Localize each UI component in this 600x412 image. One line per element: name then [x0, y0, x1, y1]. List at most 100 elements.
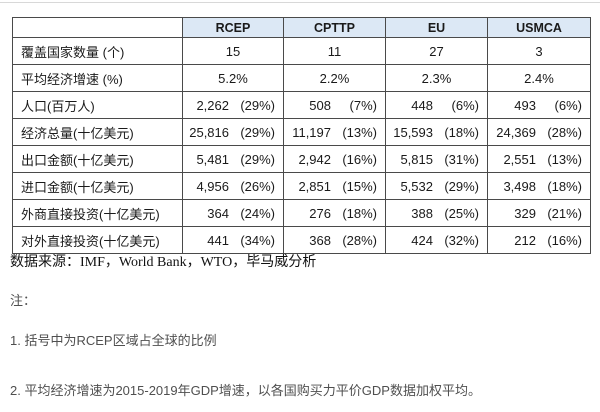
cell-value: 2,262	[196, 97, 229, 113]
cell-value: 4,956	[196, 178, 229, 194]
cell-value: 11	[327, 43, 342, 59]
cell-value: 2.2%	[319, 70, 350, 86]
table-cell: 11,197 (13%)	[283, 118, 386, 146]
row-label: 经济总量(十亿美元)	[12, 118, 183, 146]
table-cell: 24,369 (28%)	[487, 118, 591, 146]
table-row: 经济总量(十亿美元) 25,816 (29%) 11,197 (13%) 15,593 (1…	[12, 118, 591, 146]
cell-value: 11,197	[292, 124, 331, 140]
cell-value: 15	[225, 43, 241, 59]
cell-value: 27	[429, 43, 444, 59]
table-row: 人口(百万人) 2,262 (29%) 508 (7%) 448 (6%) 493 (6%)	[12, 91, 591, 119]
cell-value: 25,816	[189, 124, 229, 140]
table-cell: 5,532 (29%)	[385, 172, 488, 200]
column-header-usmca: USMCA	[487, 17, 591, 38]
table-cell: 441 (34%)	[182, 226, 284, 254]
table-row: 进口金额(十亿美元) 4,956 (26%) 2,851 (15%) 5,532 (29%)…	[12, 172, 591, 200]
table-cell: 2,851 (15%)	[283, 172, 386, 200]
cell-share: (25%)	[444, 205, 479, 221]
cell-share: (24%)	[240, 205, 275, 221]
table-row: 覆盖国家数量 (个) 15 11 27 3	[12, 37, 591, 65]
cell-value: 448	[411, 97, 433, 113]
cell-value: 2,551	[503, 151, 536, 167]
table-cell: 508 (7%)	[283, 91, 386, 119]
table-cell: 2.2%	[283, 64, 386, 92]
row-label: 平均经济增速 (%)	[12, 64, 183, 92]
cell-value: 15,593	[393, 124, 433, 140]
note-item-2: 2. 平均经济增速为2015-2019年GDP增速，以各国购买力平价GDP数据加…	[10, 383, 481, 398]
cell-value: 276	[309, 205, 331, 221]
table-cell: 15	[182, 37, 284, 65]
cell-share: (16%)	[547, 232, 582, 248]
cell-value: 2,942	[298, 151, 331, 167]
table-row: 对外直接投资(十亿美元) 441 (34%) 368 (28%) 424 (32%) 212 (…	[12, 226, 591, 254]
table-cell: 3	[487, 37, 591, 65]
table-cell: 388 (25%)	[385, 199, 488, 227]
cell-share: (28%)	[547, 124, 582, 140]
cell-share: (6%)	[451, 97, 479, 113]
row-label: 对外直接投资(十亿美元)	[12, 226, 183, 254]
cell-value: 5,481	[196, 151, 229, 167]
cell-value: 2.3%	[421, 70, 452, 86]
cell-share: (32%)	[444, 232, 479, 248]
cell-share: (21%)	[547, 205, 582, 221]
table-cell: 4,956 (26%)	[182, 172, 284, 200]
notes-heading: 注：	[10, 293, 37, 308]
cell-value: 424	[411, 232, 433, 248]
cell-value: 3	[535, 43, 543, 59]
cell-value: 493	[514, 97, 536, 113]
cell-value: 2,851	[298, 178, 331, 194]
table-cell: 2.4%	[487, 64, 591, 92]
cell-share: (26%)	[240, 178, 275, 194]
table-row: 外商直接投资(十亿美元) 364 (24%) 276 (18%) 388 (25%) 329 (…	[12, 199, 591, 227]
table-cell: 424 (32%)	[385, 226, 488, 254]
cell-value: 3,498	[503, 178, 536, 194]
cell-value: 329	[514, 205, 536, 221]
cell-value: 5.2%	[218, 70, 248, 86]
cell-value: 5,815	[400, 151, 433, 167]
row-label: 覆盖国家数量 (个)	[12, 37, 183, 65]
table-cell: 276 (18%)	[283, 199, 386, 227]
cell-share: (16%)	[342, 151, 377, 167]
cell-share: (31%)	[444, 151, 479, 167]
cell-share: (18%)	[547, 178, 582, 194]
table-cell: 368 (28%)	[283, 226, 386, 254]
top-divider	[0, 2, 600, 3]
row-label: 进口金额(十亿美元)	[12, 172, 183, 200]
table-cell: 329 (21%)	[487, 199, 591, 227]
cell-value: 212	[514, 232, 536, 248]
comparison-table: RCEP CPTTP EU USMCA 覆盖国家数量 (个) 15 11 27 3 平均经济增速…	[12, 17, 591, 254]
cell-value: 364	[207, 205, 229, 221]
table-cell: 2,942 (16%)	[283, 145, 386, 173]
table-cell: 27	[385, 37, 488, 65]
table-cell: 448 (6%)	[385, 91, 488, 119]
table-cell: 5.2%	[182, 64, 284, 92]
row-label: 外商直接投资(十亿美元)	[12, 199, 183, 227]
cell-share: (18%)	[444, 124, 479, 140]
cell-value: 368	[309, 232, 331, 248]
cell-value: 441	[207, 232, 229, 248]
cell-value: 24,369	[496, 124, 536, 140]
table-cell: 5,815 (31%)	[385, 145, 488, 173]
cell-share: (13%)	[342, 124, 377, 140]
cell-value: 508	[309, 97, 331, 113]
header-row: RCEP CPTTP EU USMCA	[12, 17, 591, 38]
table-cell: 11	[283, 37, 386, 65]
note-item-1: 1. 括号中为RCEP区域占全球的比例	[10, 333, 217, 348]
cell-share: (7%)	[349, 97, 377, 113]
table-row: 出口金额(十亿美元) 5,481 (29%) 2,942 (16%) 5,815 (31%)…	[12, 145, 591, 173]
cell-share: (18%)	[342, 205, 377, 221]
table-cell: 5,481 (29%)	[182, 145, 284, 173]
cell-share: (29%)	[240, 151, 275, 167]
table-cell: 493 (6%)	[487, 91, 591, 119]
table-cell: 2,551 (13%)	[487, 145, 591, 173]
cell-value: 388	[411, 205, 433, 221]
cell-value: 5,532	[400, 178, 433, 194]
table-cell: 15,593 (18%)	[385, 118, 488, 146]
column-header-cpttp: CPTTP	[283, 17, 386, 38]
table-cell: 2,262 (29%)	[182, 91, 284, 119]
row-label: 出口金额(十亿美元)	[12, 145, 183, 173]
row-label: 人口(百万人)	[12, 91, 183, 119]
table-cell: 25,816 (29%)	[182, 118, 284, 146]
cell-share: (29%)	[444, 178, 479, 194]
cell-share: (6%)	[554, 97, 582, 113]
